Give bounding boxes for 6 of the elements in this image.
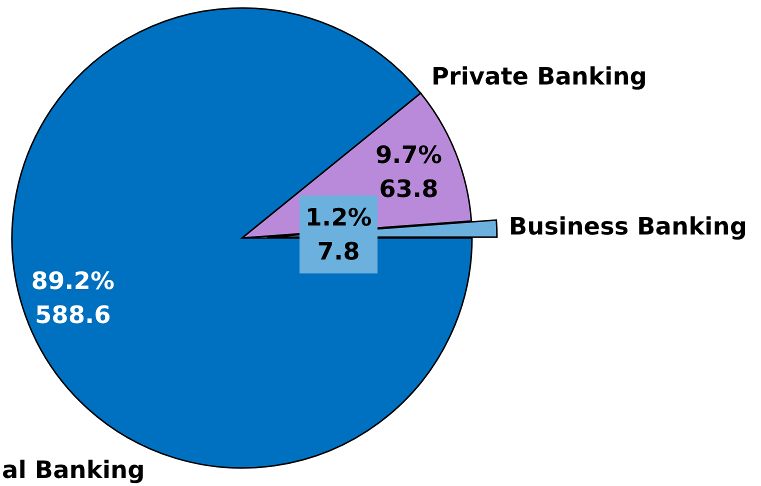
data-label: 89.2% 588.6	[31, 266, 115, 329]
data-label: 9.7% 63.8	[375, 140, 442, 203]
slice-label: al Banking	[2, 456, 145, 484]
slice-label: Private Banking	[431, 62, 647, 90]
data-label: 1.2% 7.8	[305, 203, 372, 266]
slice-label: Business Banking	[508, 212, 748, 241]
